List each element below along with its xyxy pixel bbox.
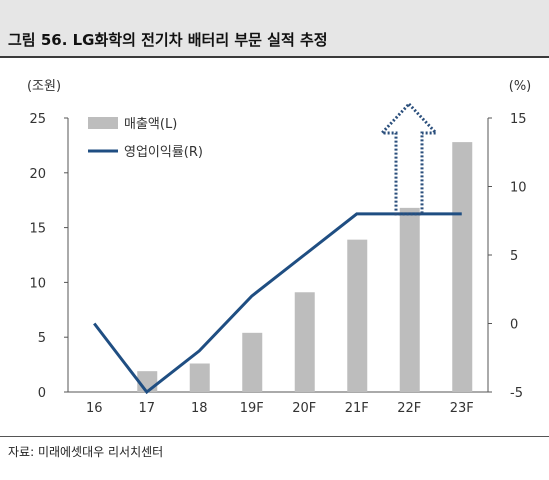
x-tick-label: 19F <box>240 401 264 416</box>
left-tick-label: 10 <box>29 276 46 291</box>
source-note: 자료: 미래에셋대우 리서치센터 <box>8 445 164 459</box>
bar <box>452 142 473 392</box>
right-tick-label: -5 <box>510 386 523 401</box>
right-tick-label: 5 <box>510 249 518 264</box>
left-tick-label: 25 <box>29 112 46 127</box>
x-tick-label: 23F <box>450 401 474 416</box>
bar <box>347 239 368 392</box>
chart-title: 그림 56. LG화학의 전기차 배터리 부문 실적 추정 <box>8 31 328 49</box>
legend-label-line: 영업이익률(R) <box>124 145 203 160</box>
x-tick-label: 17 <box>138 401 155 416</box>
x-tick-label: 22F <box>397 401 421 416</box>
legend-label-bar: 매출액(L) <box>124 117 177 132</box>
right-tick-label: 0 <box>510 318 518 333</box>
x-tick-label: 16 <box>86 401 103 416</box>
right-tick-label: 15 <box>510 112 527 127</box>
left-tick-label: 5 <box>38 331 46 346</box>
left-tick-label: 0 <box>38 386 46 401</box>
chart-svg: 0 5 10 15 20 25 -5 0 5 10 15 (조원) (%) 16 17 18 19F 20F 21F… <box>27 79 532 416</box>
bar <box>399 207 420 392</box>
annotation-up-arrow-icon <box>378 101 440 216</box>
left-axis-unit: (조원) <box>27 79 61 94</box>
right-tick-label: 10 <box>510 181 527 196</box>
bar <box>189 363 210 392</box>
source-divider <box>0 436 549 437</box>
right-axis-unit: (%) <box>509 79 532 94</box>
left-tick-label: 20 <box>29 167 46 182</box>
chart-area: 0 5 10 15 20 25 -5 0 5 10 15 (조원) (%) 16 17 18 19F 20F 21F… <box>0 60 549 436</box>
bar <box>294 292 315 392</box>
left-tick-label: 15 <box>29 222 46 237</box>
x-tick-label: 20F <box>292 401 316 416</box>
title-bar: 그림 56. LG화학의 전기차 배터리 부문 실적 추정 <box>0 0 549 58</box>
bar <box>242 332 263 392</box>
x-tick-label: 18 <box>191 401 208 416</box>
legend-swatch-bar <box>88 117 118 129</box>
x-tick-label: 21F <box>345 401 369 416</box>
